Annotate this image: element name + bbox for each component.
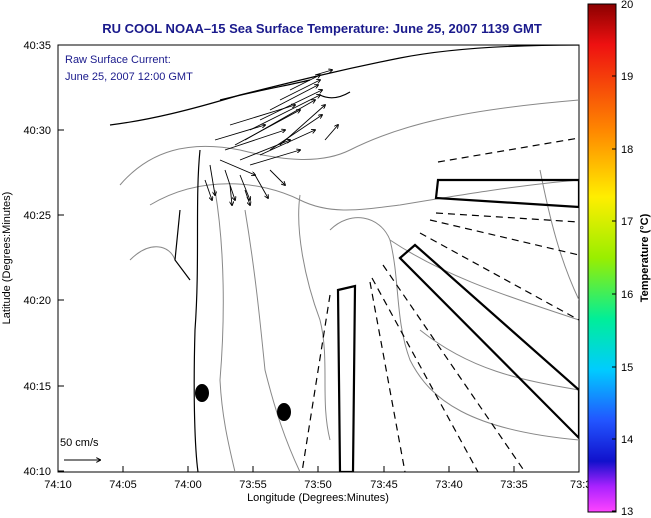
map-title: RU COOL NOAA–15 Sea Surface Temperature:… xyxy=(102,21,542,36)
x-tick-label: 73:50 xyxy=(304,479,332,491)
y-tick-label: 40:15 xyxy=(23,381,51,393)
x-tick-label: 74:05 xyxy=(109,479,137,491)
x-tick-label: 74:10 xyxy=(44,479,72,491)
x-tick-label: 73:55 xyxy=(239,479,267,491)
x-axis-label: Longitude (Degrees:Minutes) xyxy=(247,492,389,504)
station-marker xyxy=(277,403,291,421)
colorbar-gradient xyxy=(587,3,617,513)
temperature-colorbar: 20 19 18 17 16 15 14 13 Temperature (°C) xyxy=(587,0,651,518)
colorbar-tick-label: 18 xyxy=(621,144,633,156)
y-tick-label: 40:10 xyxy=(23,466,51,478)
y-tick-label: 40:30 xyxy=(23,125,51,137)
colorbar-label: Temperature (°C) xyxy=(639,213,651,302)
colorbar-tick-label: 20 xyxy=(621,0,633,11)
y-tick-label: 40:25 xyxy=(23,210,51,222)
colorbar-tick-label: 19 xyxy=(621,71,633,83)
colorbar-tick-label: 14 xyxy=(621,434,633,446)
x-tick-label: 73:40 xyxy=(435,479,463,491)
station-marker xyxy=(195,384,209,402)
y-tick-label: 40:35 xyxy=(23,40,51,52)
y-axis: 40:35 40:30 40:25 40:20 40:15 40:10 Lati… xyxy=(1,40,64,478)
surface-current-vectors xyxy=(204,70,338,205)
bathymetry-contours xyxy=(119,99,579,472)
colorbar-tick-label: 16 xyxy=(621,289,633,301)
x-axis: 74:10 74:05 74:00 73:55 73:50 73:45 73:4… xyxy=(44,466,591,504)
plot-frame xyxy=(57,44,580,473)
scale-vector-label: 50 cm/s xyxy=(60,437,99,449)
x-tick-label: 73:35 xyxy=(500,479,528,491)
transect-lines xyxy=(301,137,579,472)
y-axis-label: Latitude (Degrees:Minutes) xyxy=(1,192,13,325)
raw-current-time: June 25, 2007 12:00 GMT xyxy=(65,71,193,83)
raw-current-label: Raw Surface Current: xyxy=(65,54,171,66)
plot-area: Raw Surface Current: June 25, 2007 12:00… xyxy=(57,44,580,473)
colorbar-tick-label: 13 xyxy=(621,506,633,518)
x-tick-label: 73:45 xyxy=(370,479,398,491)
colorbar-tick-label: 15 xyxy=(621,362,633,374)
x-tick-label: 74:00 xyxy=(174,479,202,491)
x-tick-label: 73:3 xyxy=(570,479,591,491)
colorbar-tick-label: 17 xyxy=(621,216,633,228)
y-tick-label: 40:20 xyxy=(23,295,51,307)
